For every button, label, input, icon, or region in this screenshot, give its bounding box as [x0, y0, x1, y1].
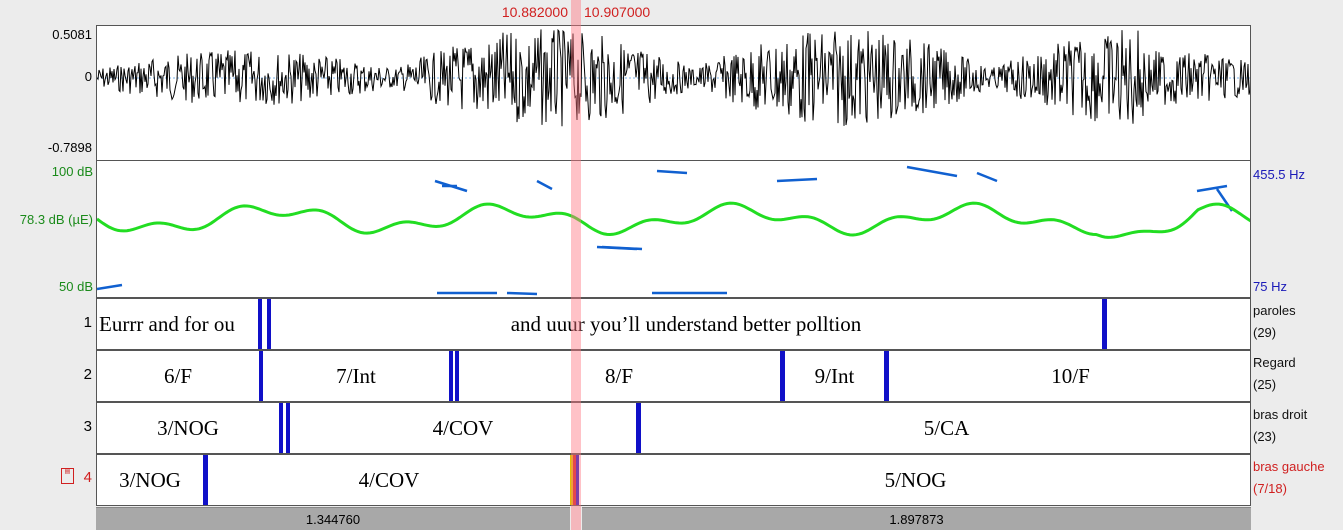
tier-1-number: 1 [83, 314, 92, 331]
interval-boundary[interactable] [884, 351, 889, 401]
interval-boundary[interactable] [203, 455, 208, 505]
tier-4-number: 4 [83, 469, 92, 486]
pitch-contour [97, 165, 1234, 296]
pitch-segment [776, 177, 818, 183]
interval-boundary[interactable] [267, 299, 271, 349]
tier-3-name[interactable]: bras droit (23) [1253, 404, 1307, 448]
pitch-bottom-label: 75 Hz [1253, 279, 1287, 294]
waveform-ymin: -0.7898 [47, 140, 92, 155]
selected-boundary-core [573, 455, 576, 505]
pitch-top-label: 455.5 Hz [1253, 167, 1306, 182]
selected-boundary[interactable] [570, 455, 574, 505]
selection-start-time: 10.882000 [501, 4, 568, 20]
waveform-plot [97, 28, 1250, 127]
tier-4-count: (7/18) [1253, 481, 1287, 496]
interval-boundary[interactable] [449, 351, 453, 401]
intensity-top-label: 100 dB [51, 164, 93, 179]
duration-bar-left[interactable]: 1.344760 [96, 507, 570, 530]
selection-end-time: 10.907000 [584, 4, 651, 20]
pitch-segment [434, 179, 468, 193]
interval-text[interactable]: and uuur you’ll understand better pollti… [510, 311, 862, 336]
waveform-panel[interactable] [96, 25, 1251, 161]
interval-text[interactable]: 4/COV [358, 467, 420, 492]
intensity-bottom-label: 50 dB [59, 279, 93, 294]
interval-text[interactable]: 6/F [163, 363, 192, 388]
tier-2-number: 2 [83, 366, 92, 383]
interval-boundary[interactable] [258, 299, 262, 349]
tier-1-name-label: paroles [1253, 303, 1296, 318]
waveform-yzero: 0 [84, 69, 92, 84]
pitch-segment [506, 291, 538, 296]
waveform-trace [97, 28, 1250, 127]
interval-boundary[interactable] [1102, 299, 1107, 349]
intensity-cursor-label: 78.3 dB (µE) [19, 212, 93, 227]
interval-text[interactable]: 7/Int [336, 363, 376, 388]
interval-text[interactable]: 9/Int [814, 363, 855, 388]
interval-boundary[interactable] [259, 351, 263, 401]
interval-text[interactable]: Eurrr and for ou [99, 311, 235, 336]
interval-boundary[interactable] [780, 351, 785, 401]
tier-4-name-label: bras gauche [1253, 459, 1325, 474]
duration-bar-right[interactable]: 1.897873 [582, 507, 1251, 530]
interval-boundary[interactable] [286, 403, 290, 453]
pitch-segment [976, 171, 998, 183]
tier-2-regard[interactable]: 6/F 7/Int 8/F 9/Int 10/F [96, 350, 1251, 402]
pitch-segment [906, 165, 958, 178]
pitch-segment [601, 245, 643, 251]
pitch-segment [536, 179, 553, 191]
interval-text[interactable]: 3/NOG [119, 467, 181, 492]
tier-3-name-label: bras droit [1253, 407, 1308, 422]
interval-text[interactable]: 8/F [604, 363, 633, 388]
tier-3-bras-droit[interactable]: 3/NOG 4/COV 5/CA [96, 402, 1251, 454]
tier-4-name[interactable]: bras gauche (7/18) [1253, 456, 1325, 500]
pitch-segment [1196, 184, 1228, 193]
interval-text[interactable]: 5/CA [923, 415, 970, 440]
interval-boundary[interactable] [636, 403, 641, 453]
tier-4-bras-gauche[interactable]: 3/NOG 4/COV 5/NOG [96, 454, 1251, 506]
tier-1-paroles[interactable]: Eurrr and for ou and uuur you’ll underst… [96, 298, 1251, 350]
interval-text[interactable]: 4/COV [432, 415, 494, 440]
tier-3-count: (23) [1253, 429, 1277, 444]
interval-text[interactable]: 3/NOG [157, 415, 219, 440]
tier-1-count: (29) [1253, 325, 1277, 340]
tier-2-name-label: Regard [1253, 355, 1296, 370]
tier-3-number: 3 [83, 418, 92, 435]
intensity-contour [97, 201, 1250, 239]
tier-edit-icon[interactable]: ▤ [61, 468, 74, 484]
interval-boundary[interactable] [279, 403, 283, 453]
pitch-segment [97, 283, 123, 291]
interval-text[interactable]: 5/NOG [884, 467, 947, 492]
tier-2-count: (25) [1253, 377, 1277, 392]
tier-1-name[interactable]: paroles (29) [1253, 300, 1296, 344]
analysis-panel[interactable] [96, 160, 1251, 298]
pitch-segment [656, 169, 688, 175]
interval-boundary[interactable] [455, 351, 459, 401]
interval-text[interactable]: 10/F [1051, 363, 1090, 388]
tier-2-name[interactable]: Regard (25) [1253, 352, 1296, 396]
analysis-plot [97, 165, 1250, 296]
waveform-ymax: 0.5081 [52, 27, 92, 42]
selected-boundary-edge [576, 455, 579, 505]
